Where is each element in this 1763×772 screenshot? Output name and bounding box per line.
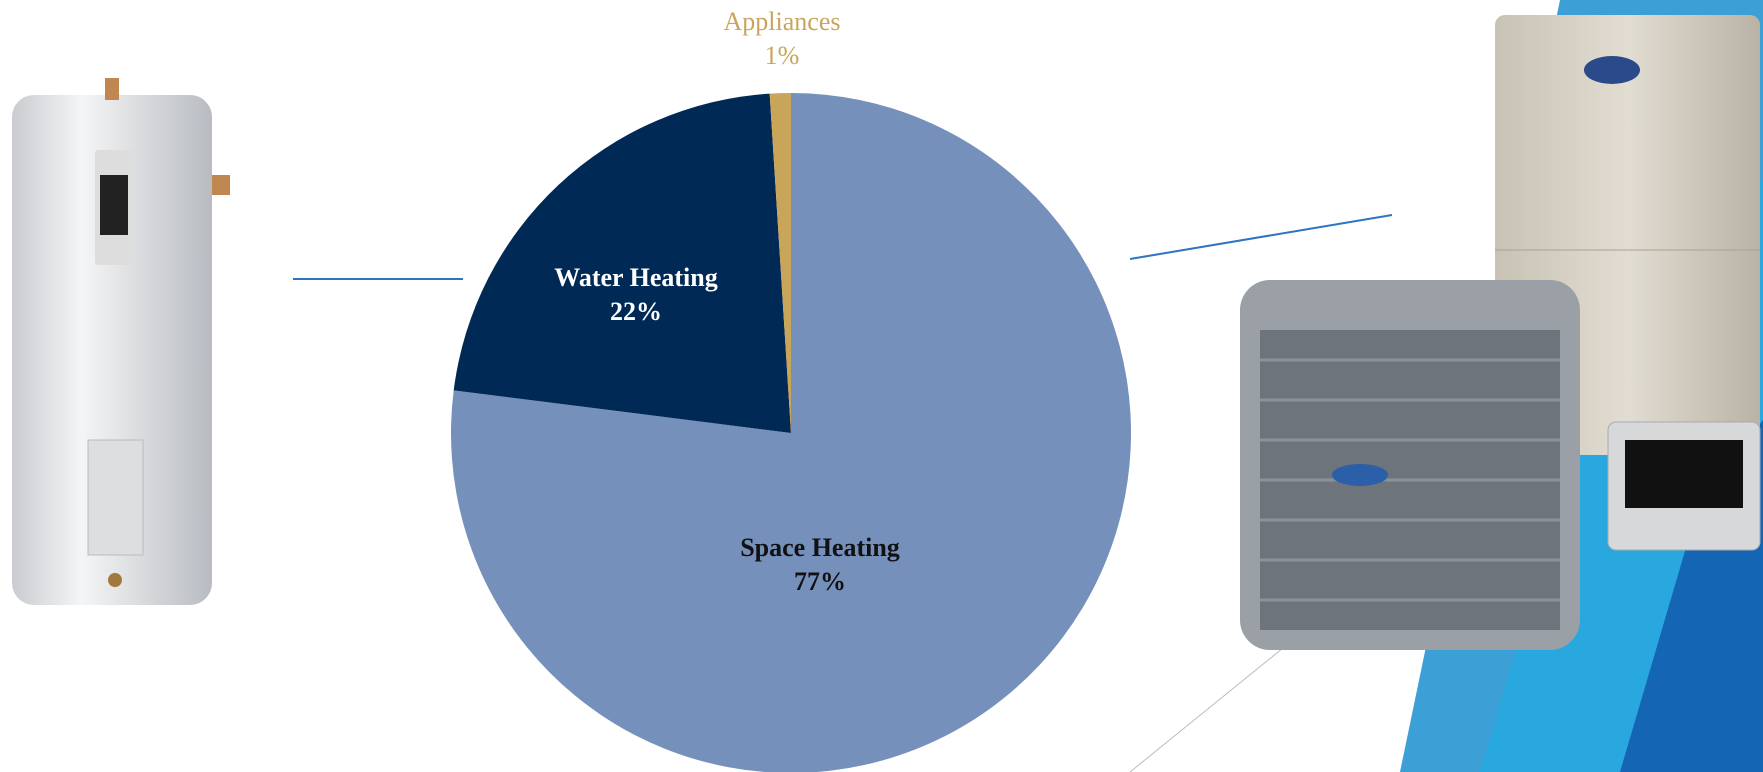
slice-label: Water Heating <box>554 263 717 292</box>
air-conditioner-image <box>1240 280 1580 650</box>
slice-label: Appliances <box>724 7 841 36</box>
pie-slice <box>769 93 791 433</box>
pie: Space Heating 77% Water Heating 22% Applianc… <box>451 7 1131 772</box>
slice-label: Space Heating <box>740 533 900 562</box>
pie-slice <box>451 93 1131 772</box>
water-heater-image <box>12 78 230 605</box>
pie-slice <box>453 93 791 434</box>
thermostat-image <box>1607 421 1761 551</box>
slice-value-label: 1% <box>765 41 800 70</box>
slice-value-label: 22% <box>610 297 662 326</box>
connector-line <box>1129 214 1393 260</box>
slice-value-label: 77% <box>794 567 846 596</box>
